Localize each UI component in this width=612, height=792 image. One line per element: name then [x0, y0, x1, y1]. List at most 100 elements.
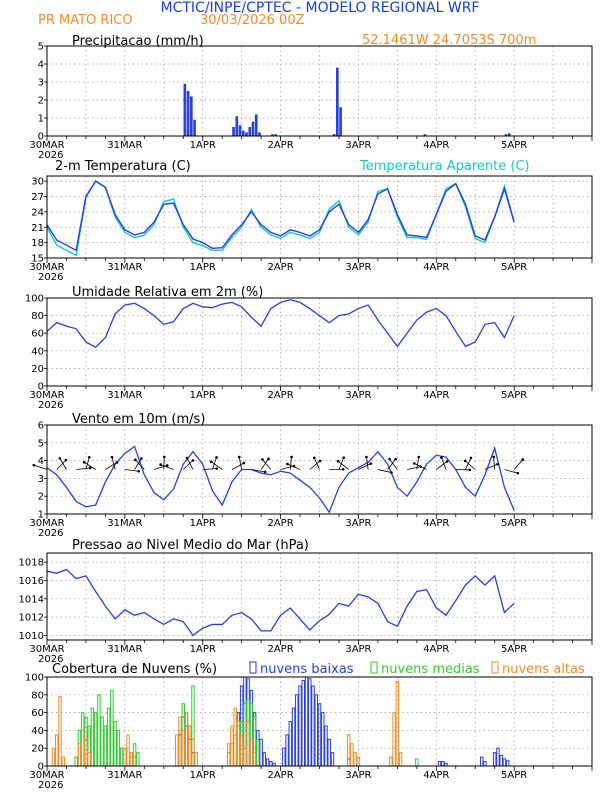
x-year-label: 2026	[38, 400, 63, 411]
y-tick-label: 100	[25, 673, 44, 684]
cloud-bar-nuvens-altas	[389, 756, 393, 767]
wind-barb-head	[165, 464, 169, 467]
x-tick-label: 31MAR	[107, 770, 142, 781]
wind-barb	[309, 460, 321, 470]
legend-label: nuvens medias	[381, 662, 480, 677]
panel-title: Pressao ao Nivel Medio do Mar (hPa)	[72, 538, 309, 553]
plot-frame	[46, 424, 593, 515]
y-tick-label: 60	[31, 329, 44, 340]
y-tick-label: 0	[38, 762, 44, 773]
panel-6: 0 20 40 60 80 100 30MAR 31MAR 1APR 2APR 3APR 4APR 5A…	[25, 661, 593, 791]
panel-5: 1010 1012 1014 1016 1018 30MAR 31MAR 1APR 2APR 3A…	[19, 538, 593, 665]
wind-barb	[182, 460, 194, 470]
wind-barb	[251, 469, 266, 473]
cloud-bar-nuvens-medias	[110, 689, 114, 767]
wind-barb	[238, 457, 243, 470]
cloud-bar-nuvens-medias	[136, 752, 140, 767]
x-tick-label: 1APR	[190, 390, 216, 401]
wind-barb-head	[267, 457, 270, 461]
x-tick-label: 30MAR	[29, 140, 64, 151]
wind-barb	[436, 461, 448, 470]
wind-barb-head	[369, 462, 373, 465]
x-tick-label: 31MAR	[107, 262, 142, 273]
precip-bar	[235, 116, 239, 136]
y-tick-label: 0	[38, 382, 44, 393]
cloud-bar-nuvens-altas	[350, 743, 354, 767]
cloud-bar-nuvens-baixas	[304, 676, 309, 767]
cloud-bar-nuvens-baixas	[298, 685, 302, 767]
wind-barb	[407, 466, 421, 470]
y-tick-label: 20	[31, 364, 44, 375]
panel-title: Umidade Relativa em 2m (%)	[72, 285, 263, 300]
wind-barb-head	[463, 459, 467, 463]
wind-barb-head	[390, 471, 393, 474]
y-tick-label: 2	[38, 96, 44, 107]
y-tick-label: 15	[31, 254, 44, 265]
wind-barb-head	[417, 455, 421, 459]
cloud-bar-nuvens-baixas	[496, 747, 500, 767]
header-coords: 52.1461W 24.7053S 700m	[362, 33, 536, 48]
cloud-bar-nuvens-medias	[103, 725, 108, 767]
wind-barb-head	[263, 470, 267, 474]
plot-frame	[46, 297, 593, 387]
wind-barb-head	[286, 462, 289, 466]
y-tick-label: 4	[38, 60, 44, 71]
wind-barbs	[32, 455, 525, 475]
wind-barb-head	[468, 468, 472, 472]
wind-barb-head	[365, 455, 368, 459]
cloud-bar-nuvens-medias	[256, 738, 260, 767]
y-tick-label: 3	[38, 78, 44, 89]
x-tick-label: 2APR	[267, 770, 293, 781]
wind-barb	[262, 459, 272, 470]
y-tick-label: 40	[31, 726, 44, 737]
cloud-bar-nuvens-baixas	[285, 734, 289, 767]
legend-label: nuvens altas	[502, 662, 585, 677]
cloud-bar-nuvens-altas	[226, 743, 231, 767]
cloud-bar-nuvens-altas	[252, 752, 257, 767]
wind-barb	[202, 468, 217, 470]
wind-barb-head	[32, 463, 36, 467]
cloud-bar-nuvens-medias	[113, 721, 117, 767]
panel-title: 2-m Temperatura (C)	[55, 159, 191, 174]
wind-barb-head	[209, 460, 213, 464]
precip-bar	[336, 67, 339, 136]
precip-bar	[193, 119, 196, 136]
precip-bar	[271, 134, 274, 136]
panel-title: Cobertura de Nuvens (%)	[52, 662, 217, 677]
wind-barb-head	[88, 466, 92, 470]
cloud-bar-nuvens-baixas	[492, 752, 497, 767]
cloud-bar-nuvens-baixas	[308, 678, 312, 767]
wind-barb-head	[64, 458, 68, 462]
cloud-bar-nuvens-medias	[106, 707, 111, 767]
wind-barb	[484, 463, 498, 470]
y-tick-label: 60	[31, 708, 44, 719]
cloud-bar-nuvens-baixas	[483, 761, 487, 767]
wind-barb-head	[516, 471, 520, 475]
cloud-bar-nuvens-baixas	[269, 761, 273, 767]
y-tick-label: 5	[38, 42, 44, 53]
cloud-bar-nuvens-baixas	[288, 721, 293, 767]
x-tick-label: 1APR	[190, 140, 216, 151]
cloud-bar-nuvens-altas	[398, 752, 403, 767]
wind-barb	[313, 457, 320, 470]
x-tick-label: 3APR	[345, 262, 371, 273]
cloud-bar-nuvens-medias	[116, 729, 121, 767]
wind-barb-head	[140, 457, 143, 460]
wind-barb-head	[215, 467, 218, 470]
precip-bar	[274, 134, 278, 136]
cloud-bar-nuvens-altas	[236, 721, 241, 767]
wind-barb-head	[445, 460, 449, 463]
wind-barb	[59, 458, 67, 470]
x-tick-label: 1APR	[190, 518, 216, 529]
x-tick-label: 30MAR	[29, 770, 64, 781]
cloud-bar-nuvens-baixas	[265, 758, 270, 767]
cloud-bar-nuvens-baixas	[291, 707, 296, 767]
x-tick-label: 2APR	[267, 644, 293, 655]
precip-bar	[232, 127, 235, 136]
wind-barb	[377, 469, 392, 473]
plot-frame	[46, 175, 593, 259]
precip-bar	[245, 132, 248, 136]
wind-barb	[186, 457, 194, 470]
wind-barb	[513, 459, 524, 470]
wind-barb-head	[341, 467, 345, 471]
